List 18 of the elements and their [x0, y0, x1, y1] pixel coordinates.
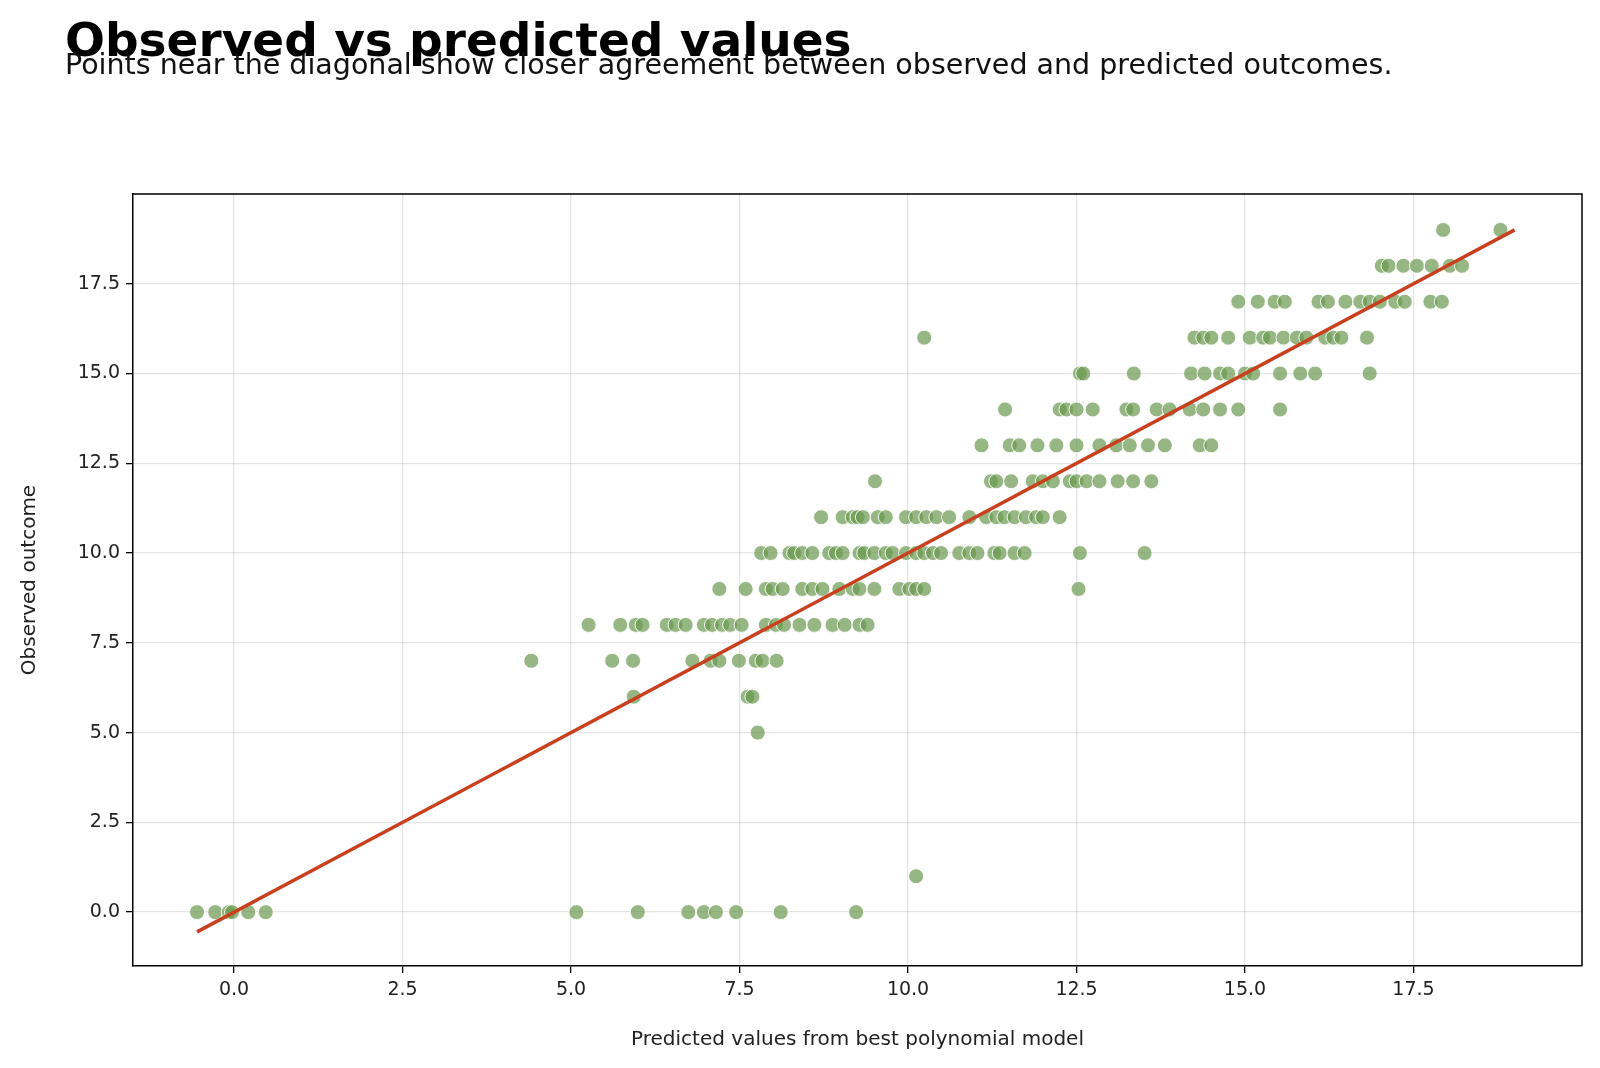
y-tick-label: 12.5: [77, 450, 120, 473]
y-tick-label: 17.5: [77, 270, 120, 293]
y-tick-label: 5.0: [89, 719, 120, 742]
x-tick-label: 5.0: [555, 977, 587, 1000]
y-tick-label: 2.5: [89, 809, 120, 832]
x-tick-label: 0.0: [218, 977, 250, 1000]
x-tick-label: 7.5: [724, 977, 755, 1000]
y-tick-label: 15.0: [77, 360, 120, 383]
y-tick-label: 0.0: [89, 899, 120, 922]
y-tick-label: 7.5: [89, 629, 120, 652]
x-tick-label: 17.5: [1392, 977, 1435, 1000]
x-tick-label: 2.5: [387, 977, 418, 1000]
x-tick-label: 15.0: [1223, 977, 1267, 1000]
y-axis-title: Observed outcome: [16, 484, 41, 676]
y-tick-label: 10.0: [77, 540, 120, 563]
x-tick-label: 12.5: [1055, 977, 1098, 1000]
x-tick-label: 10.0: [886, 977, 930, 1000]
x-axis-title: Predicted values from best polynomial model: [631, 1026, 1084, 1051]
